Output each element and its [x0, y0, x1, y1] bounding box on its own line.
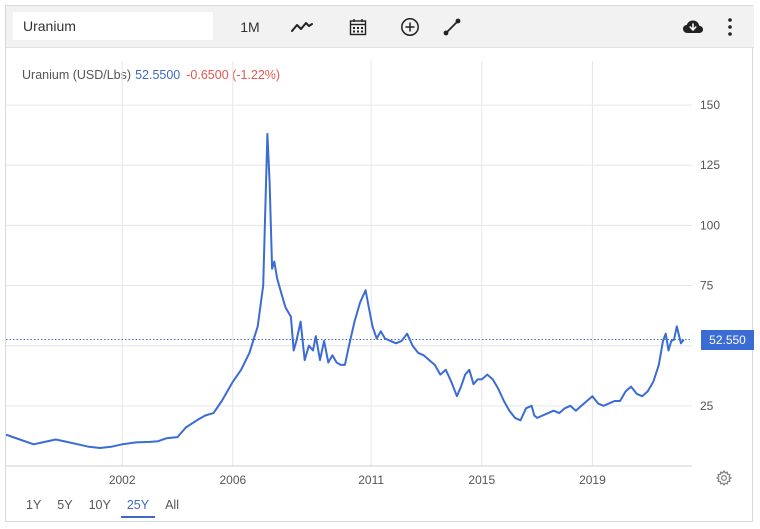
chart-frame: 1M — [5, 5, 754, 523]
last-price: 52.5500 — [135, 68, 181, 82]
range-selector: 1Y 5Y 10Y 25Y All — [20, 498, 189, 518]
y-tick-label: 25 — [700, 399, 714, 413]
last-price-tag: 52.550 — [701, 329, 754, 350]
y-tick-label: 100 — [700, 218, 720, 232]
x-tick-label: 2011 — [358, 473, 384, 487]
more-icon — [728, 18, 732, 36]
y-tick-label: 75 — [700, 279, 714, 293]
download-icon — [683, 20, 703, 33]
draw-button[interactable] — [438, 14, 466, 40]
symbol-search-input[interactable] — [13, 12, 213, 40]
draw-line-icon — [443, 18, 461, 36]
interval-button[interactable]: 1M — [232, 14, 268, 40]
y-tick-label: 125 — [700, 158, 720, 172]
gear-icon — [715, 469, 733, 487]
add-icon — [401, 18, 419, 36]
more-options-button[interactable] — [718, 14, 742, 40]
chart-type-button[interactable] — [288, 14, 316, 40]
range-button-all[interactable]: All — [165, 498, 179, 512]
price-chart[interactable]: 257510012515020022006201120152019202 — [6, 6, 754, 523]
compare-button[interactable] — [396, 14, 424, 40]
range-button-5y[interactable]: 5Y — [57, 498, 73, 512]
x-tick-label: 2015 — [468, 473, 495, 487]
toolbar: 1M — [6, 6, 754, 48]
series-line-0 — [6, 132, 685, 449]
range-button-10y[interactable]: 10Y — [88, 498, 111, 512]
x-tick-label: 2019 — [579, 473, 606, 487]
interval-label: 1M — [240, 19, 260, 35]
download-button[interactable] — [678, 14, 708, 40]
range-button-1y[interactable]: 1Y — [26, 498, 42, 512]
range-button-25y[interactable]: 25Y — [120, 498, 156, 518]
instrument-name: Uranium (USD/Lbs) — [22, 68, 132, 82]
calendar-icon — [349, 19, 367, 36]
date-range-button[interactable] — [344, 14, 372, 40]
y-tick-label: 150 — [700, 98, 720, 112]
line-chart-icon — [291, 22, 313, 32]
x-tick-label: 2002 — [109, 473, 136, 487]
settings-button[interactable] — [715, 469, 733, 487]
x-tick-label: 2006 — [219, 473, 246, 487]
